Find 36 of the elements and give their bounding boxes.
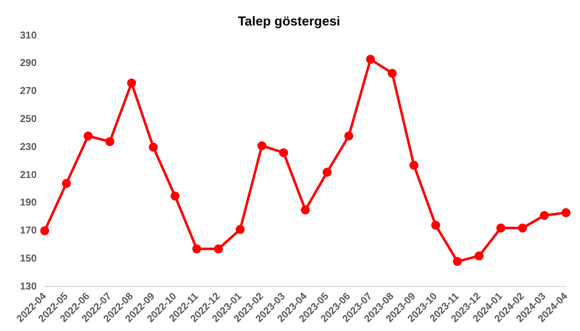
point (322, 168, 332, 177)
y-tick-label: 130 (20, 281, 38, 292)
y-tick-label: 230 (20, 142, 38, 153)
point (474, 251, 484, 260)
point (452, 256, 462, 266)
y-tick-label: 170 (20, 226, 38, 237)
point (127, 78, 136, 88)
point (192, 244, 202, 254)
point (344, 131, 354, 140)
point (40, 226, 50, 236)
chart-title: Talep göstergesi (238, 13, 340, 28)
point (409, 160, 418, 170)
y-tick-label: 270 (20, 86, 38, 98)
point (388, 68, 397, 78)
point (366, 54, 376, 64)
y-tick-label: 310 (20, 30, 38, 42)
y-tick-label: 150 (20, 253, 38, 264)
point (300, 205, 310, 214)
point (562, 208, 570, 218)
point (170, 191, 180, 200)
point (540, 210, 549, 220)
point (214, 244, 223, 254)
point (236, 224, 245, 234)
point (62, 178, 71, 188)
point (257, 141, 266, 150)
point (84, 131, 93, 140)
y-tick-label: 250 (20, 114, 38, 126)
point (279, 148, 288, 158)
point (431, 220, 440, 230)
y-tick-label: 190 (20, 198, 38, 209)
y-tick-label: 290 (20, 58, 38, 70)
point (148, 142, 158, 152)
y-tick-label: 210 (20, 170, 38, 181)
point (105, 137, 114, 146)
point (496, 224, 506, 233)
point (518, 224, 528, 233)
